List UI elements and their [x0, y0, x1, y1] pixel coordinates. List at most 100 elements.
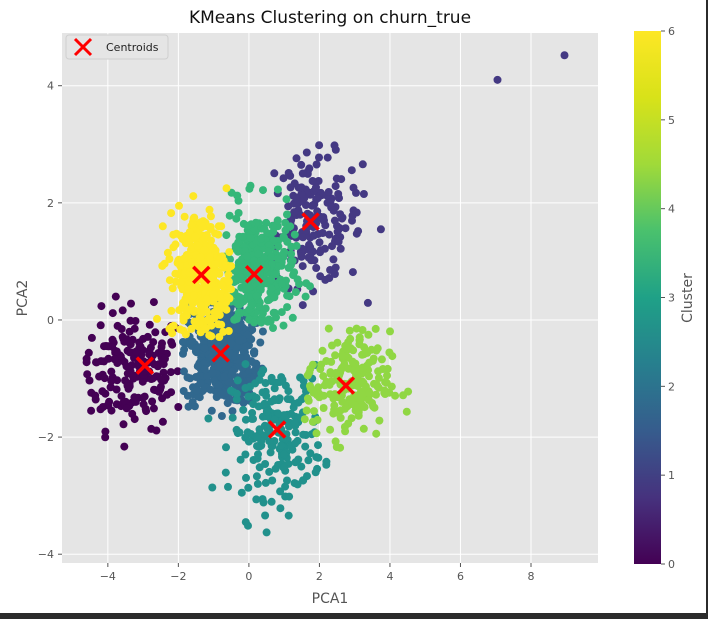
centroid-marker	[192, 265, 211, 285]
data-point	[225, 211, 234, 220]
data-point	[235, 293, 244, 302]
data-point	[126, 340, 135, 349]
data-point	[373, 382, 382, 391]
data-point	[278, 375, 287, 384]
data-point	[102, 342, 110, 350]
data-point	[163, 390, 171, 399]
data-point	[179, 387, 188, 395]
data-point	[207, 321, 216, 330]
data-point	[158, 222, 167, 231]
data-point	[92, 358, 101, 367]
data-point	[257, 234, 266, 243]
data-point	[386, 327, 394, 336]
data-point	[282, 195, 291, 204]
data-point	[130, 393, 139, 402]
data-point	[120, 442, 129, 451]
data-point	[315, 238, 324, 247]
colorbar-tick-label: 4	[668, 203, 675, 216]
cluster-4-points	[220, 181, 314, 332]
data-point	[288, 313, 297, 322]
data-point	[252, 393, 261, 402]
data-point	[265, 241, 274, 250]
data-point	[243, 221, 252, 230]
data-point	[267, 497, 276, 506]
data-point	[276, 504, 285, 513]
data-point	[256, 338, 265, 347]
data-point	[214, 362, 223, 371]
x-tick-label: −2	[170, 570, 186, 583]
data-point	[230, 315, 239, 324]
data-point	[178, 234, 187, 243]
data-point	[206, 385, 215, 394]
data-point	[306, 282, 314, 291]
data-point	[145, 320, 154, 329]
data-point	[312, 183, 320, 192]
data-point	[360, 350, 368, 359]
data-point	[198, 222, 207, 231]
data-point	[244, 437, 253, 446]
data-point	[267, 275, 276, 284]
data-point	[205, 205, 214, 214]
data-point	[107, 377, 116, 386]
data-point	[273, 254, 282, 263]
data-point	[330, 401, 339, 410]
data-point	[244, 483, 253, 492]
data-point	[157, 375, 166, 384]
data-point	[343, 345, 352, 353]
data-point	[127, 361, 136, 370]
data-point	[235, 336, 244, 345]
data-point	[224, 482, 232, 491]
data-point	[374, 374, 383, 382]
centroid-markers	[135, 212, 356, 439]
data-point	[281, 482, 290, 491]
data-point	[233, 376, 242, 385]
data-point	[306, 252, 315, 261]
data-point	[309, 388, 318, 397]
data-point	[193, 362, 202, 371]
data-point	[104, 354, 113, 363]
data-point	[175, 201, 183, 210]
data-point	[345, 326, 354, 335]
data-point	[347, 414, 356, 423]
data-point	[226, 255, 234, 264]
data-point	[252, 292, 261, 300]
data-point	[249, 414, 257, 423]
y-tick-label: 4	[47, 80, 54, 93]
data-point	[236, 353, 244, 362]
data-point	[108, 335, 117, 344]
data-point	[224, 327, 233, 335]
data-point	[383, 371, 391, 380]
data-point	[130, 324, 139, 333]
data-point	[293, 275, 302, 284]
data-point	[213, 308, 222, 317]
data-point	[312, 453, 321, 462]
data-point	[315, 141, 324, 150]
data-point	[292, 241, 301, 250]
data-point	[84, 348, 93, 357]
colorbar-tick-label: 5	[668, 114, 675, 127]
centroid-marker	[267, 420, 287, 439]
x-tick-label: 0	[245, 570, 252, 583]
data-point	[107, 367, 116, 376]
data-point	[337, 175, 346, 184]
data-point	[290, 230, 299, 239]
data-point	[291, 288, 300, 297]
data-point	[283, 395, 292, 403]
data-point	[314, 441, 322, 450]
data-point	[285, 492, 294, 501]
data-point	[222, 231, 231, 240]
data-point	[363, 298, 372, 307]
data-point	[280, 411, 289, 420]
legend-marker-icon	[73, 37, 93, 57]
data-point	[180, 254, 189, 263]
data-point	[227, 339, 236, 348]
data-point	[166, 368, 175, 377]
colorbar-ticks: 0 1 2 3 4 5 6	[661, 25, 675, 571]
data-point	[310, 407, 318, 416]
data-point	[383, 364, 392, 373]
x-tick-label: −4	[100, 570, 116, 583]
data-point	[283, 303, 292, 312]
legend: Centroids	[65, 34, 169, 60]
data-point	[220, 372, 229, 381]
